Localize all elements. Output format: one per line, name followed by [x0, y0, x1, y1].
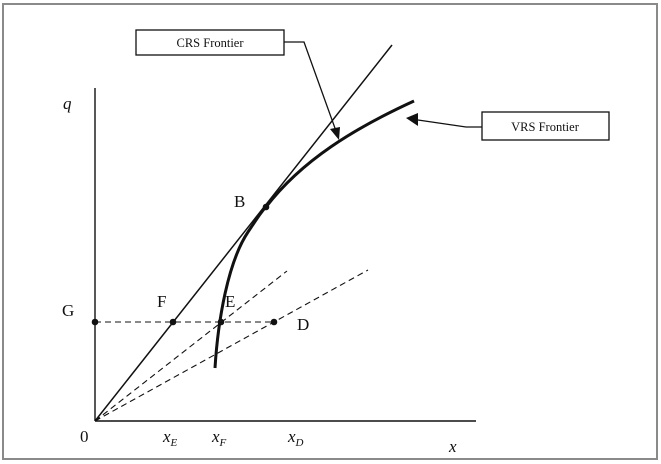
crs-arrow-line [284, 41, 337, 132]
point-B [262, 203, 270, 211]
crs-arrow-head [330, 127, 340, 140]
vrs-label-box [481, 111, 610, 141]
point-G [91, 318, 99, 326]
label-x-axis: x [448, 437, 457, 456]
label-B: B [234, 192, 245, 211]
label-G: G [62, 301, 74, 320]
figure-border [2, 3, 658, 460]
label-xD-sub: D [295, 437, 304, 449]
crs-frontier-line [94, 44, 393, 422]
label-xD-main: x [287, 427, 296, 446]
ray-through-D [94, 269, 369, 422]
ray-through-E [94, 270, 288, 422]
label-origin: 0 [80, 427, 89, 446]
vrs-arrow-head [406, 113, 418, 126]
label-E: E [225, 292, 235, 311]
label-xF-main: x [211, 427, 220, 446]
point-E [217, 318, 225, 326]
label-xF-sub: F [219, 437, 227, 449]
label-xF: xF [211, 427, 227, 449]
vrs-arrow-line [417, 119, 482, 128]
label-xE-sub: E [170, 437, 178, 449]
label-F: F [157, 292, 166, 311]
label-xE: xE [162, 427, 178, 449]
vrs-label-text: VRS Frontier [511, 120, 580, 134]
label-xE-main: x [162, 427, 171, 446]
vrs-frontier-curve [213, 99, 415, 369]
crs-label-box [135, 29, 285, 56]
label-y-axis: q [63, 94, 72, 113]
label-D: D [297, 315, 309, 334]
label-xD: xD [287, 427, 304, 449]
point-F [169, 318, 177, 326]
point-D [270, 318, 278, 326]
crs-label-text: CRS Frontier [176, 36, 244, 50]
